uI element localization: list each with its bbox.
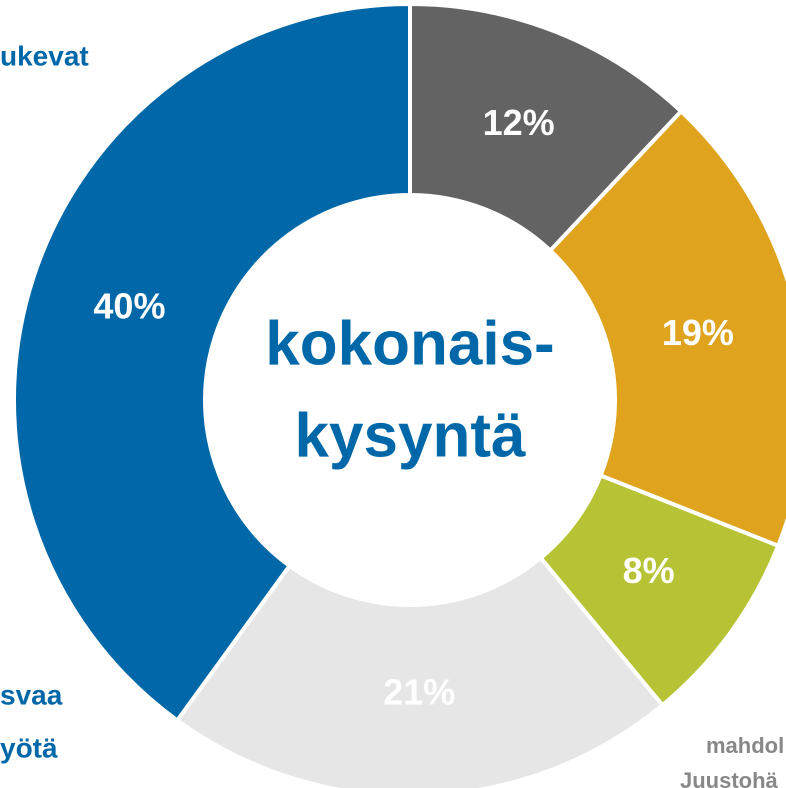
center-text: kysyntä	[295, 401, 526, 470]
slice-label: 12%	[483, 102, 555, 143]
annotation: Juustohä	[680, 768, 779, 788]
slice	[12, 1, 412, 724]
labels: 12% 19% 8% 21% 40%	[93, 102, 734, 712]
slice	[547, 108, 786, 549]
annotation: svaa	[0, 679, 63, 710]
slice	[174, 555, 666, 788]
center-text: kokonais-	[265, 309, 554, 378]
annotation: ukevat	[0, 40, 89, 71]
slice-label: 8%	[623, 550, 675, 591]
slice-label: 19%	[662, 312, 734, 353]
slice-label: 40%	[93, 285, 165, 326]
annotation: mahdol	[706, 733, 784, 758]
slices	[12, 1, 786, 788]
slice-label: 21%	[383, 671, 455, 712]
annotation: yötä	[0, 732, 58, 763]
slice	[408, 1, 684, 254]
